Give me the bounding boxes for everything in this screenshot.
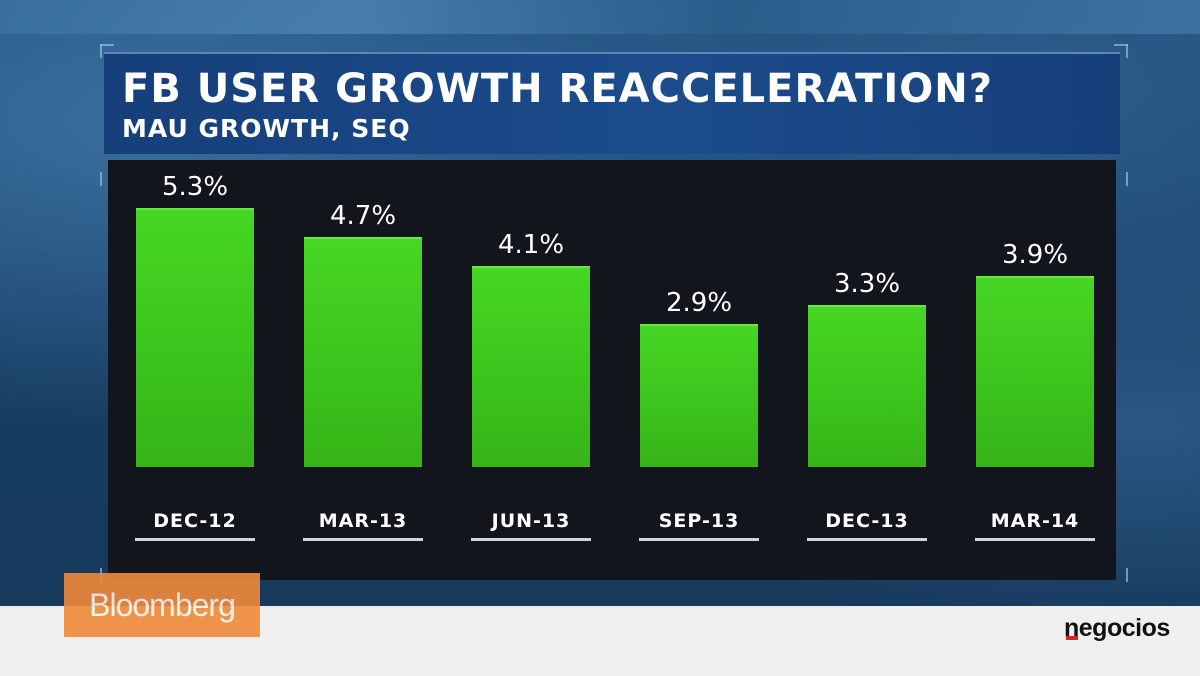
negocios-logo-accent [1066,636,1078,640]
chart-title: FB USER GROWTH REACCELERATION? [122,66,993,112]
frame-corner-tr-h [1114,44,1128,46]
category-label-mar-14: MAR-14 [975,504,1095,541]
data-label-jun-13: 4.1% [497,230,565,260]
category-label-dec-13: DEC-13 [807,504,927,541]
bar-sep-13 [640,324,758,467]
frame-corner-tl-h [100,44,114,46]
data-label-sep-13: 2.9% [665,288,733,318]
category-label-sep-13: SEP-13 [639,504,759,541]
title-banner: FB USER GROWTH REACCELERATION? MAU GROWT… [104,52,1120,154]
frame-corner-tr-v [1126,44,1128,58]
background-light-strip [0,0,1200,34]
category-label-jun-13: JUN-13 [471,504,591,541]
frame-corner-br-v [1126,568,1128,582]
frame-tick-right [1126,172,1128,186]
category-label-dec-12: DEC-12 [135,504,255,541]
data-label-dec-13: 3.3% [833,269,901,299]
bar-dec-13 [808,305,926,467]
data-label-mar-13: 4.7% [329,201,397,231]
bar-mar-14 [976,276,1094,467]
chart-subtitle: MAU GROWTH, SEQ [122,114,411,143]
bar-dec-12 [136,208,254,467]
data-label-dec-12: 5.3% [161,172,229,202]
bar-mar-13 [304,237,422,467]
bar-jun-13 [472,266,590,467]
bloomberg-logo-text: Bloomberg [89,587,236,623]
bloomberg-logo: Bloomberg [64,573,260,637]
data-label-mar-14: 3.9% [1001,240,1069,270]
frame-corner-tl-v [100,44,102,58]
category-label-mar-13: MAR-13 [303,504,423,541]
frame-tick-left [100,172,102,186]
chart-plot-area: 5.3% DEC-12 4.7% MAR-13 4.1% JUN-13 2.9% SEP-13… [108,160,1116,580]
negocios-logo: negocios [1064,614,1170,642]
